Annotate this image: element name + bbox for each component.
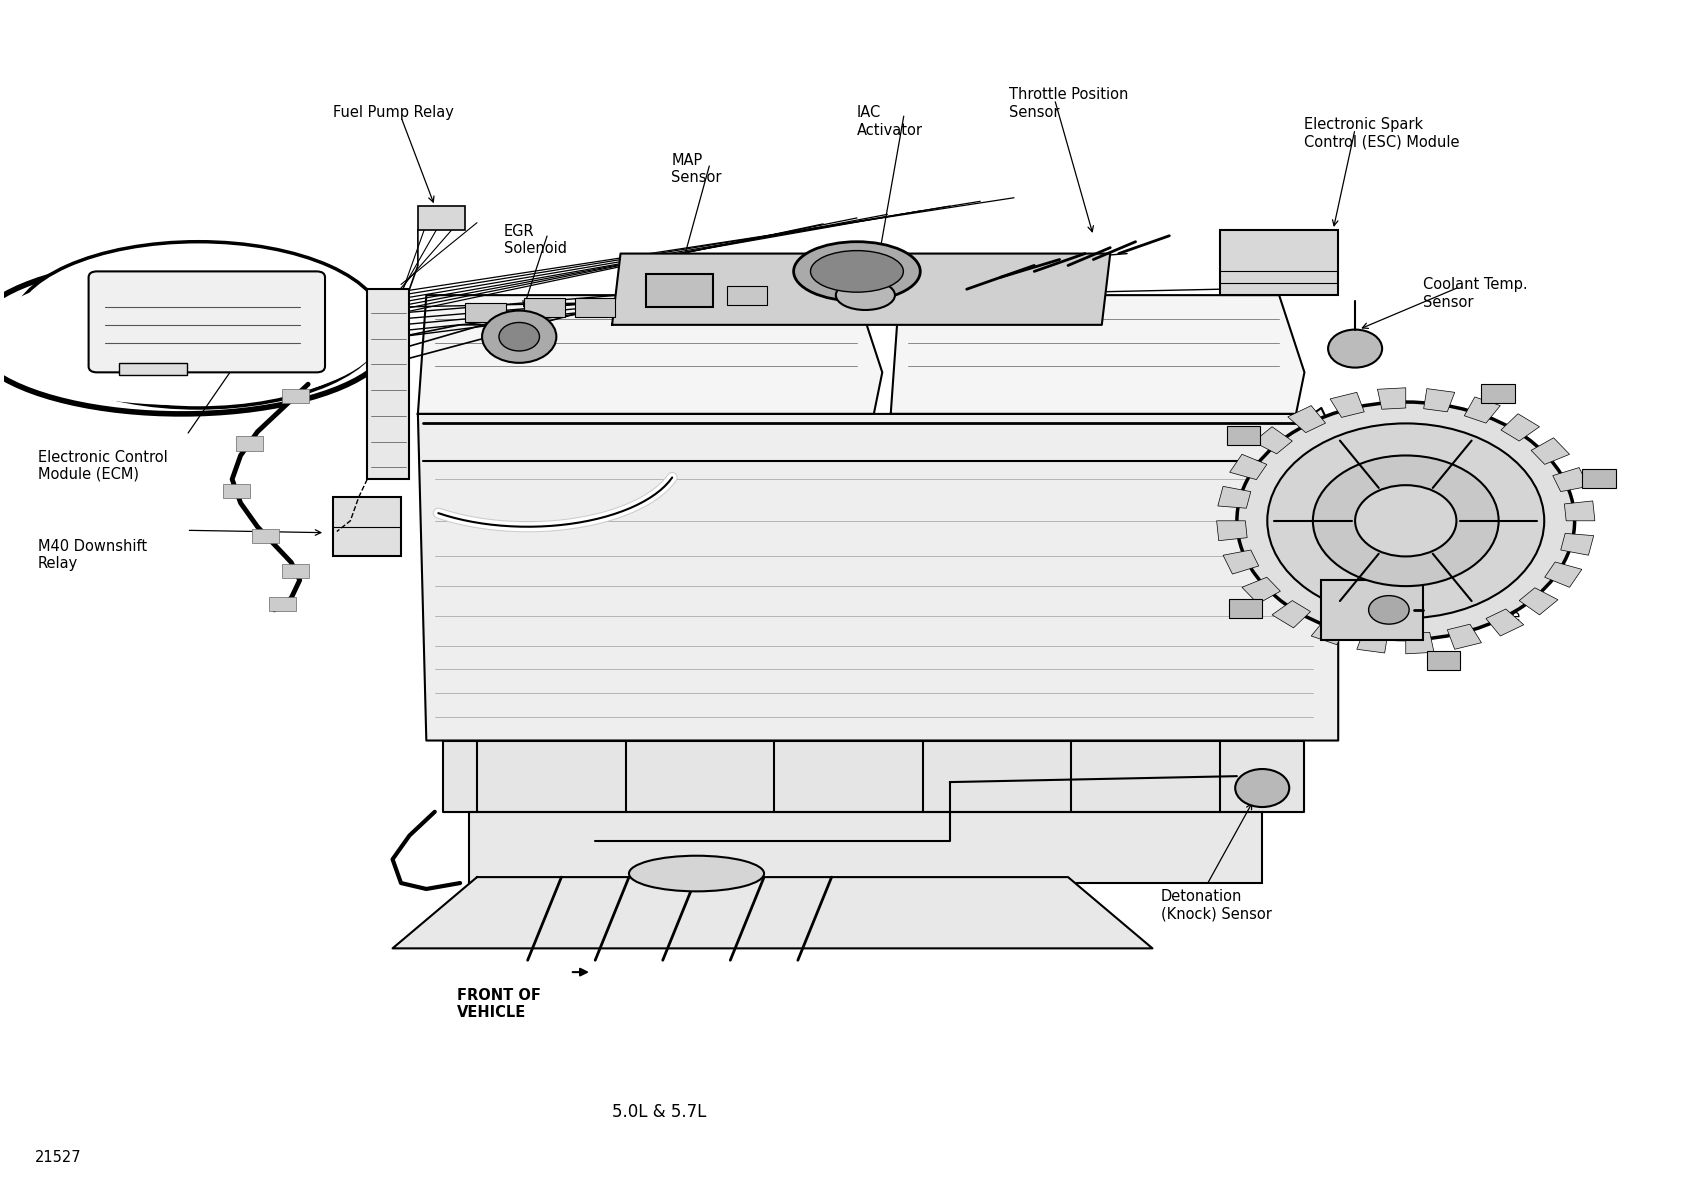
- Text: Detonation
(Knock) Sensor: Detonation (Knock) Sensor: [1161, 889, 1271, 921]
- Bar: [1229, 598, 1263, 617]
- Circle shape: [1237, 402, 1575, 640]
- Bar: [282, 565, 309, 579]
- Bar: [1322, 580, 1422, 640]
- Circle shape: [1313, 456, 1498, 586]
- Polygon shape: [613, 254, 1110, 325]
- Polygon shape: [1487, 609, 1524, 636]
- Bar: [1481, 384, 1514, 403]
- Polygon shape: [891, 295, 1305, 414]
- Polygon shape: [1544, 562, 1582, 587]
- Polygon shape: [1378, 388, 1405, 409]
- Bar: [333, 498, 400, 556]
- Polygon shape: [1217, 520, 1247, 541]
- Bar: [647, 274, 713, 307]
- Polygon shape: [1330, 392, 1364, 417]
- Polygon shape: [1519, 587, 1558, 615]
- Polygon shape: [1424, 389, 1454, 411]
- Circle shape: [1235, 769, 1290, 807]
- Circle shape: [1268, 423, 1544, 618]
- Polygon shape: [1405, 633, 1434, 654]
- Polygon shape: [417, 295, 882, 414]
- Polygon shape: [1218, 487, 1251, 508]
- Polygon shape: [1448, 624, 1481, 649]
- Text: Throttle Position
Sensor: Throttle Position Sensor: [1010, 87, 1129, 120]
- Bar: [222, 484, 249, 499]
- Bar: [119, 362, 187, 374]
- Bar: [1583, 469, 1616, 488]
- Polygon shape: [1312, 618, 1347, 645]
- Polygon shape: [1242, 578, 1280, 604]
- Text: Coolant Temp.
Sensor: Coolant Temp. Sensor: [1422, 277, 1527, 310]
- Polygon shape: [1465, 397, 1500, 423]
- Polygon shape: [1561, 533, 1593, 555]
- Text: Electronic Spark
Control (ESC) Module: Electronic Spark Control (ESC) Module: [1305, 117, 1459, 150]
- Bar: [236, 437, 263, 451]
- FancyBboxPatch shape: [88, 271, 326, 372]
- Text: AIR Injection
Control Valve: AIR Injection Control Valve: [1422, 592, 1521, 624]
- Polygon shape: [1358, 630, 1388, 653]
- Bar: [468, 812, 1263, 883]
- Polygon shape: [1230, 454, 1268, 480]
- Text: M40 Downshift
Relay: M40 Downshift Relay: [37, 538, 148, 570]
- Bar: [282, 389, 309, 403]
- Text: IAC
Activator: IAC Activator: [857, 105, 923, 138]
- Text: 21527: 21527: [34, 1151, 81, 1165]
- Polygon shape: [1553, 468, 1588, 492]
- Ellipse shape: [794, 242, 920, 301]
- Ellipse shape: [811, 251, 903, 292]
- Text: Fuel Pump Relay: Fuel Pump Relay: [333, 105, 455, 120]
- Polygon shape: [1288, 405, 1325, 433]
- Polygon shape: [443, 740, 1305, 812]
- Bar: [417, 206, 465, 230]
- Polygon shape: [1224, 550, 1259, 574]
- Polygon shape: [1565, 501, 1595, 520]
- Bar: [524, 298, 565, 317]
- Circle shape: [1356, 486, 1456, 556]
- Bar: [465, 304, 506, 323]
- Bar: [1227, 426, 1261, 445]
- Bar: [575, 298, 616, 317]
- Ellipse shape: [12, 242, 384, 408]
- Bar: [253, 529, 280, 543]
- Bar: [270, 597, 297, 611]
- Polygon shape: [392, 877, 1152, 948]
- Polygon shape: [1500, 414, 1539, 441]
- Ellipse shape: [837, 280, 894, 310]
- Polygon shape: [0, 269, 370, 404]
- Circle shape: [499, 323, 540, 350]
- Polygon shape: [232, 384, 309, 610]
- Polygon shape: [417, 408, 1339, 740]
- Bar: [1220, 230, 1339, 295]
- Bar: [726, 286, 767, 305]
- Circle shape: [1329, 330, 1381, 367]
- Bar: [367, 289, 409, 480]
- Polygon shape: [1531, 438, 1570, 464]
- Text: EGR
Solenoid: EGR Solenoid: [504, 224, 567, 256]
- Ellipse shape: [630, 855, 764, 891]
- Circle shape: [482, 311, 557, 362]
- Text: 5.0L & 5.7L: 5.0L & 5.7L: [613, 1103, 706, 1121]
- Polygon shape: [1273, 600, 1310, 628]
- Polygon shape: [1254, 427, 1293, 453]
- Bar: [1427, 652, 1461, 670]
- Text: MAP
Sensor: MAP Sensor: [672, 153, 721, 185]
- Text: FRONT OF
VEHICLE: FRONT OF VEHICLE: [456, 988, 541, 1020]
- Text: Electronic Control
Module (ECM): Electronic Control Module (ECM): [37, 450, 168, 482]
- Circle shape: [1368, 596, 1409, 624]
